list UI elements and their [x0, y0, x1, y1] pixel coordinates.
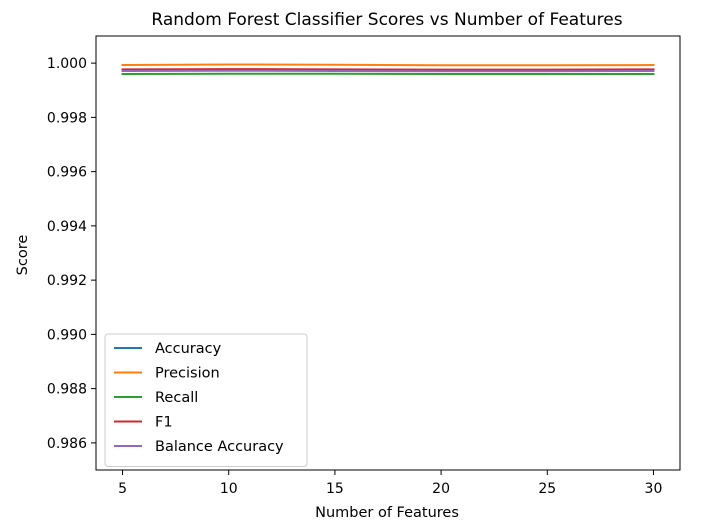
y-tick-label: 0.994 [47, 219, 87, 235]
series-line-4 [123, 71, 654, 72]
x-tick-label: 30 [645, 481, 663, 497]
y-tick-label: 0.986 [47, 436, 87, 452]
legend-label-0: Accuracy [155, 341, 222, 357]
series-line-1 [123, 64, 654, 65]
y-tick-label: 0.998 [47, 110, 87, 126]
legend-label-4: Balance Accuracy [155, 439, 284, 455]
y-tick-label: 0.992 [47, 273, 87, 289]
x-tick-label: 25 [538, 481, 556, 497]
plot-area [123, 64, 654, 73]
series-line-3 [123, 69, 654, 70]
legend: Accuracy Precision Recall F1 Balance Accurac… [105, 334, 307, 467]
x-tick-label: 20 [432, 481, 450, 497]
y-tick-label: 1.000 [47, 56, 87, 72]
legend-label-3: F1 [155, 415, 173, 431]
chart-title: Random Forest Classifier Scores vs Numbe… [151, 10, 622, 30]
x-axis-label: Number of Features [315, 505, 459, 521]
y-tick-label: 0.990 [47, 327, 87, 343]
x-tick-label: 10 [220, 481, 238, 497]
legend-label-1: Precision [155, 366, 220, 382]
x-tick-label: 5 [118, 481, 127, 497]
y-tick-label: 0.996 [47, 165, 87, 181]
y-axis-label: Score [15, 235, 31, 276]
x-tick-label: 15 [326, 481, 344, 497]
legend-label-2: Recall [155, 390, 198, 406]
y-tick-label: 0.988 [47, 382, 87, 398]
